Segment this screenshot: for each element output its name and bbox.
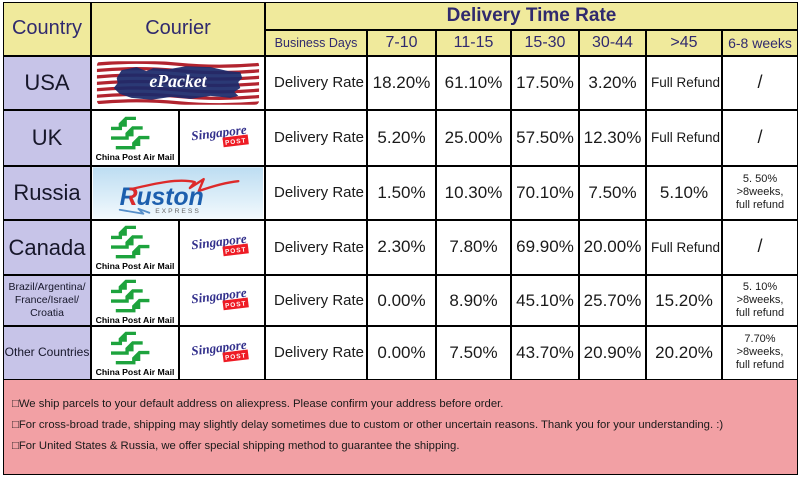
svg-text:POST: POST xyxy=(225,247,247,257)
svg-text:ePacket: ePacket xyxy=(149,70,207,90)
svg-text:POST: POST xyxy=(225,352,247,362)
svg-text:POST: POST xyxy=(225,137,247,147)
svg-text:POST: POST xyxy=(225,300,247,310)
svg-text:EXPRESS: EXPRESS xyxy=(155,207,201,214)
